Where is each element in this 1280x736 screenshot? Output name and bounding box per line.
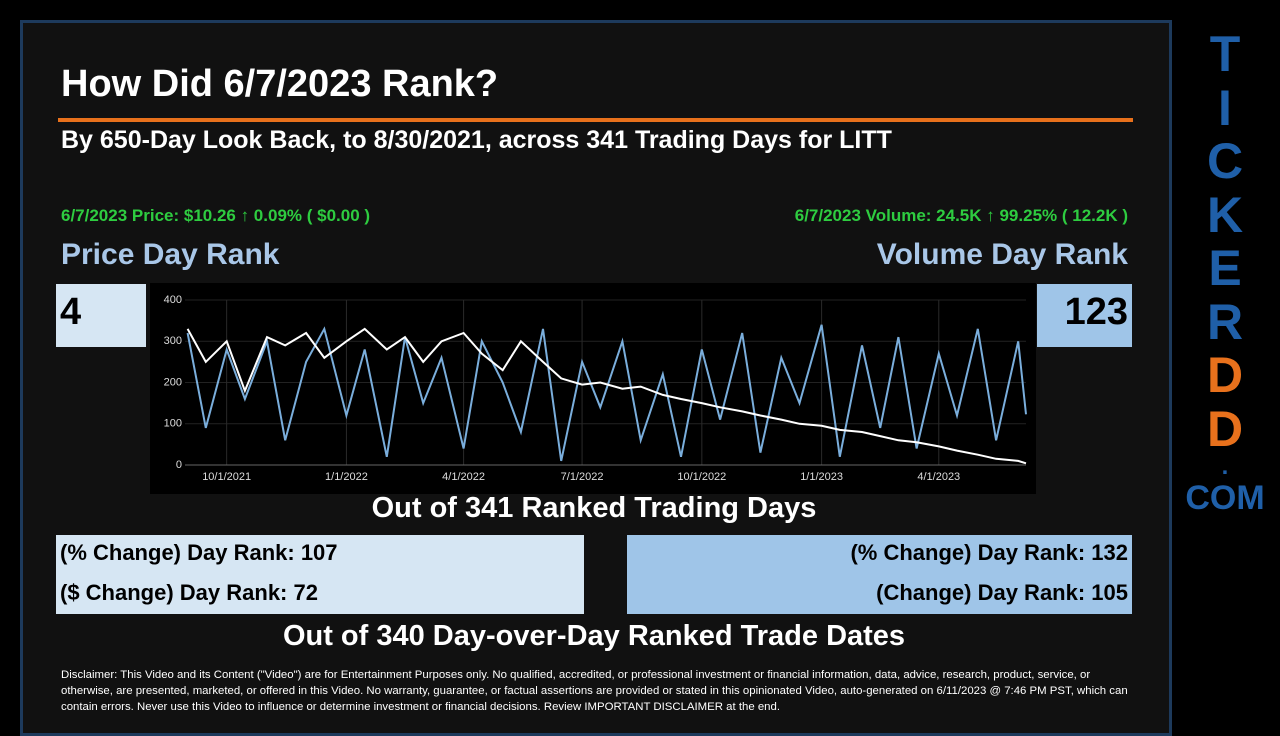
- brand-letter: COM: [1185, 479, 1265, 517]
- brand: T I C K E R D D. COM: [1180, 26, 1270, 518]
- volume-stats-box: (% Change) Day Rank: 132 (Change) Day Ra…: [627, 535, 1132, 614]
- price-rank: 4: [56, 284, 146, 347]
- price-summary: 6/7/2023 Price: $10.26 ↑ 0.09% ( $0.00 ): [61, 206, 371, 225]
- x-tick-label: 10/1/2021: [202, 471, 251, 483]
- brand-letter: E: [1208, 240, 1242, 296]
- price-rank-label: Price Day Rank: [61, 238, 280, 271]
- page: How Did 6/7/2023 Rank? By 650-Day Look B…: [20, 20, 1270, 736]
- brand-letter: C: [1206, 133, 1244, 189]
- disclaimer: Disclaimer: This Video and its Content (…: [61, 669, 1128, 713]
- y-tick-label: 200: [164, 376, 182, 388]
- chart: 0 100 200 300 400 10/1/2021 1/1/2022 4/1/2022 7/…: [150, 283, 1036, 494]
- x-tick-label: 4/1/2022: [442, 471, 485, 483]
- price-stat: (% Change) Day Rank: 107: [60, 540, 338, 565]
- subtitle: By 650-Day Look Back, to 8/30/2021, acro…: [61, 126, 892, 154]
- volume-stat: (Change) Day Rank: 105: [876, 580, 1128, 605]
- chart-caption: Out of 341 Ranked Trading Days: [371, 492, 817, 524]
- price-stat: ($ Change) Day Rank: 72: [60, 580, 318, 605]
- y-tick-label: 100: [164, 418, 182, 430]
- y-tick-label: 300: [164, 335, 182, 347]
- x-tick-label: 1/1/2022: [325, 471, 368, 483]
- brand-letter: .: [1221, 453, 1229, 480]
- x-tick-label: 1/1/2023: [800, 471, 843, 483]
- x-tick-label: 10/1/2022: [677, 471, 726, 483]
- brand-letter: R: [1206, 293, 1244, 350]
- divider: [58, 118, 1133, 122]
- brand-letter: D: [1206, 347, 1244, 403]
- series-line: [186, 324, 1027, 462]
- x-tick-label: 7/1/2022: [561, 471, 604, 483]
- volume-stat: (% Change) Day Rank: 132: [850, 540, 1128, 565]
- brand-letter: D: [1206, 400, 1244, 457]
- x-tick-label: 4/1/2023: [917, 471, 960, 483]
- brand-letter: K: [1206, 186, 1244, 243]
- volume-rank-label: Volume Day Rank: [876, 238, 1128, 271]
- stats-caption: Out of 340 Day-over-Day Ranked Trade Dat…: [282, 620, 906, 652]
- y-tick-label: 0: [176, 459, 182, 471]
- title: How Did 6/7/2023 Rank?: [61, 63, 499, 105]
- brand-letter: I: [1218, 79, 1232, 136]
- volume-rank: 123: [1037, 284, 1132, 347]
- volume-summary: 6/7/2023 Volume: 24.5K ↑ 99.25% ( 12.2K …: [794, 206, 1128, 225]
- brand-letter: T: [1209, 26, 1241, 82]
- price-stats-box: (% Change) Day Rank: 107 ($ Change) Day …: [56, 535, 584, 614]
- series-line: [186, 327, 1027, 465]
- y-tick-label: 400: [164, 294, 182, 306]
